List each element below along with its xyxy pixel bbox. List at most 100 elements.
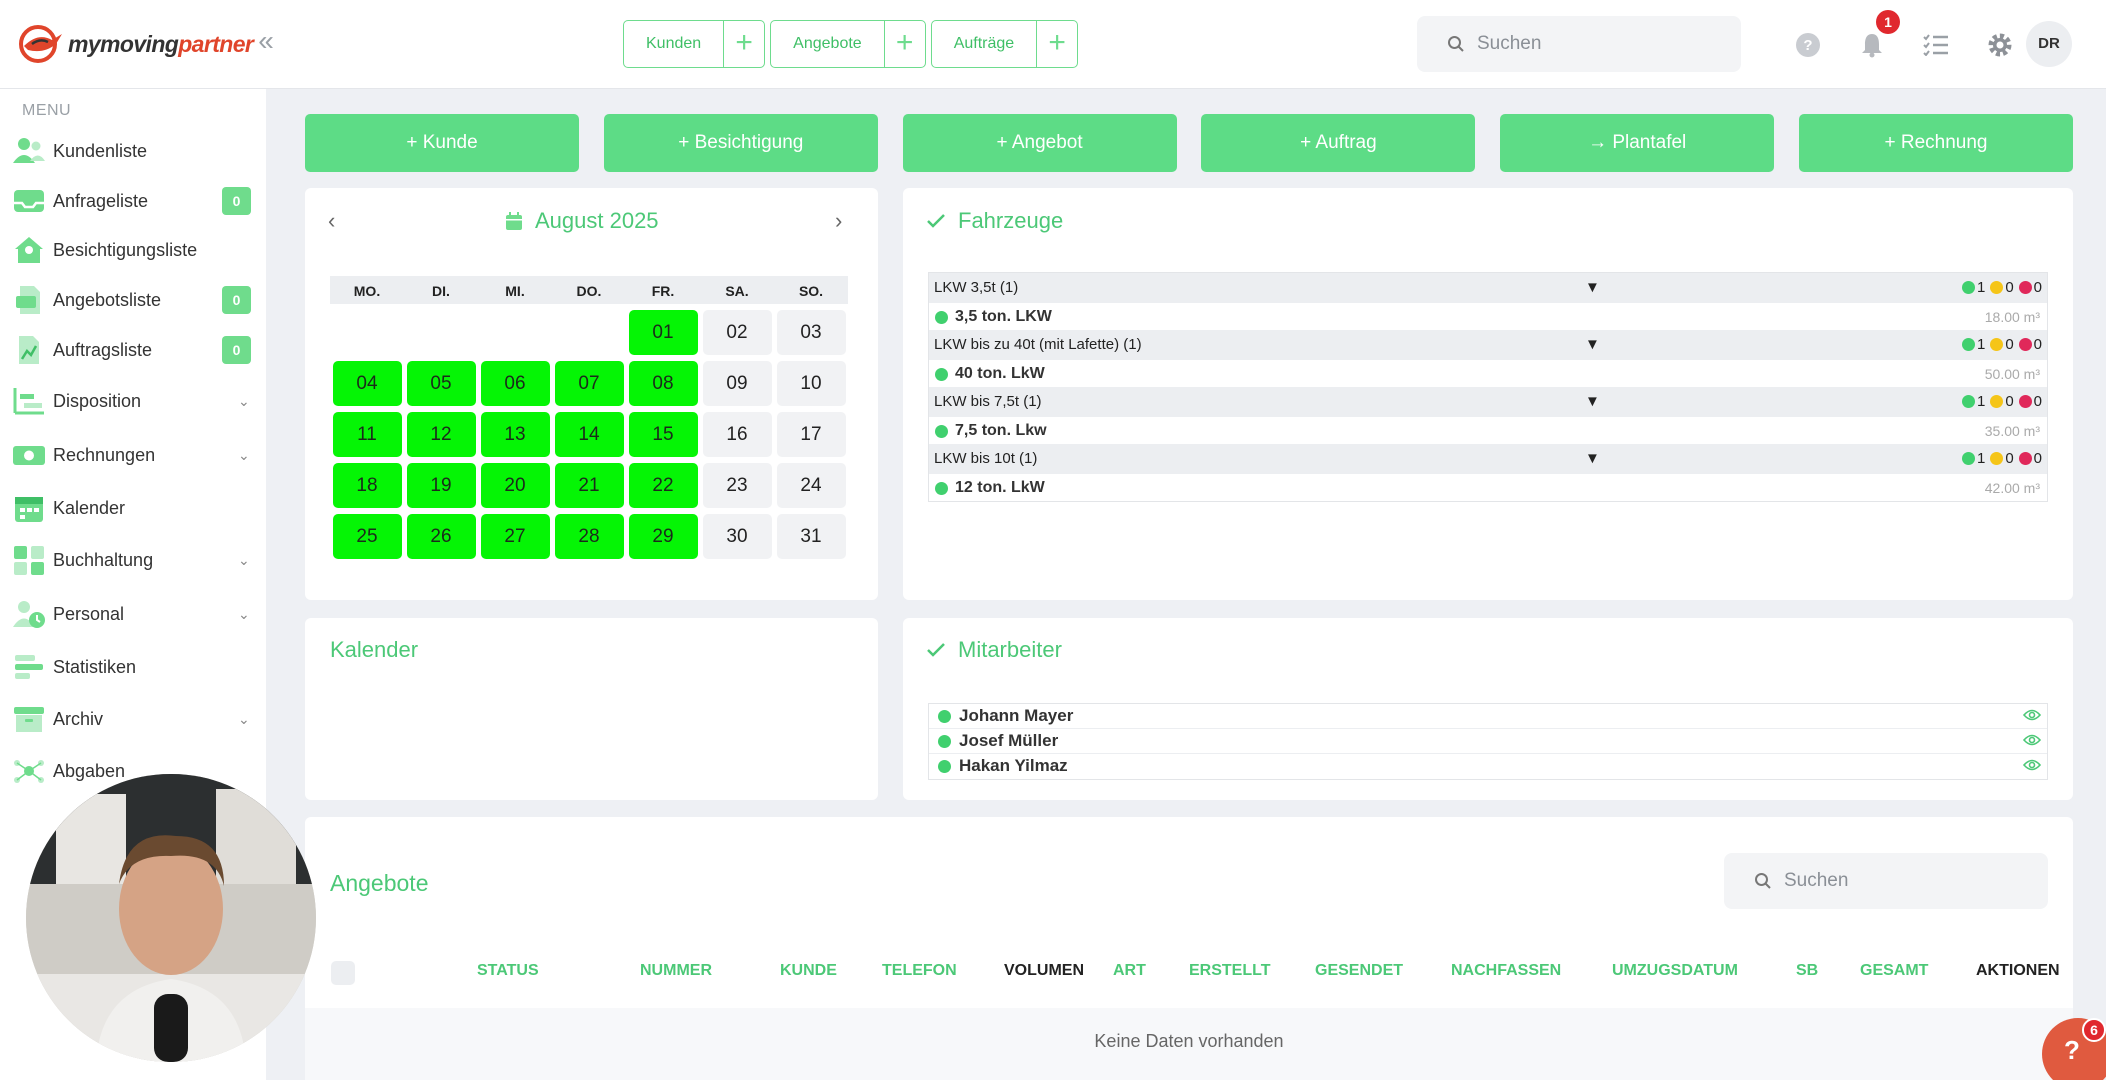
calendar-day[interactable]: 13	[480, 412, 550, 457]
employee-row[interactable]: Johann Mayer	[929, 704, 2047, 729]
column-nummer[interactable]: NUMMER	[640, 962, 712, 979]
sidebar-item-archiv[interactable]: Archiv ⌄	[0, 697, 266, 741]
calendar-day[interactable]: 08	[628, 361, 698, 406]
collapse-sidebar-icon[interactable]: «	[258, 25, 274, 56]
gear-icon[interactable]	[1968, 22, 2032, 68]
column-umzugsdatum[interactable]: UMZUGSDATUM	[1612, 962, 1738, 979]
sidebar-item-besichtigungsliste[interactable]: Besichtigungsliste	[0, 228, 266, 272]
employee-row[interactable]: Josef Müller	[929, 729, 2047, 754]
logo[interactable]: mymovingpartner	[18, 20, 254, 68]
column-aktionen: AKTIONEN	[1976, 962, 2060, 979]
global-search-input[interactable]: Suchen	[1417, 16, 1741, 72]
vehicle-row[interactable]: 12 ton. LkW 42.00 m³	[929, 473, 2047, 501]
avatar[interactable]: DR	[2026, 21, 2072, 67]
eye-icon[interactable]	[2023, 708, 2041, 722]
calendar-day[interactable]: 30	[702, 514, 772, 559]
calendar-day[interactable]: 04	[332, 361, 402, 406]
chevron-right-icon[interactable]: ›	[835, 208, 843, 233]
calendar-day[interactable]: 26	[406, 514, 476, 559]
calendar-day[interactable]: 15	[628, 412, 698, 457]
calendar-day[interactable]: 03	[776, 310, 846, 355]
calendar-day[interactable]: 24	[776, 463, 846, 508]
sidebar-item-angebotsliste[interactable]: Angebotsliste 0	[0, 278, 266, 322]
calendar-day[interactable]: 10	[776, 361, 846, 406]
quick-add-auftrag-icon[interactable]: +	[1048, 26, 1066, 59]
calendar-day[interactable]: 17	[776, 412, 846, 457]
column-erstellt[interactable]: ERSTELLT	[1189, 962, 1271, 979]
quick-add-kunde-icon[interactable]: +	[735, 26, 753, 59]
calendar-day[interactable]: 19	[406, 463, 476, 508]
select-all-checkbox[interactable]	[331, 961, 355, 985]
calendar-day[interactable]: 29	[628, 514, 698, 559]
triangle-down-icon[interactable]: ▼	[1585, 393, 1600, 410]
calendar-day[interactable]: 21	[554, 463, 624, 508]
help-icon[interactable]: ?	[1776, 22, 1840, 68]
calendar-day[interactable]: 27	[480, 514, 550, 559]
sidebar-item-kalender[interactable]: Kalender	[0, 486, 266, 530]
calendar-day[interactable]: 06	[480, 361, 550, 406]
vehicle-row[interactable]: 7,5 ton. Lkw 35.00 m³	[929, 416, 2047, 444]
calendar-day[interactable]: 16	[702, 412, 772, 457]
triangle-down-icon[interactable]: ▼	[1585, 279, 1600, 296]
add-kunde-button[interactable]: + Kunde	[305, 114, 579, 172]
column-status[interactable]: STATUS	[477, 962, 539, 979]
triangle-down-icon[interactable]: ▼	[1585, 336, 1600, 353]
calendar-day[interactable]: 09	[702, 361, 772, 406]
calendar-day[interactable]: 23	[702, 463, 772, 508]
add-angebot-button[interactable]: + Angebot	[902, 114, 1177, 172]
sidebar-item-rechnungen[interactable]: Rechnungen ⌄	[0, 433, 266, 477]
add-auftrag-button[interactable]: + Auftrag	[1201, 114, 1476, 172]
sidebar-item-statistiken[interactable]: Statistiken	[0, 645, 266, 689]
calendar-day[interactable]: 20	[480, 463, 550, 508]
column-nachfassen[interactable]: NACHFASSEN	[1451, 962, 1562, 979]
task-list-icon[interactable]	[1904, 22, 1968, 68]
vehicle-row[interactable]: 40 ton. LkW 50.00 m³	[929, 359, 2047, 387]
add-rechnung-button[interactable]: + Rechnung	[1798, 114, 2073, 172]
calendar-day[interactable]: 31	[776, 514, 846, 559]
sidebar-item-kundenliste[interactable]: Kundenliste	[0, 129, 266, 173]
employee-row[interactable]: Hakan Yilmaz	[929, 754, 2047, 779]
column-gesamt[interactable]: GESAMT	[1860, 962, 1929, 979]
sidebar-item-auftragsliste[interactable]: Auftragsliste 0	[0, 328, 266, 372]
quick-kunden-button[interactable]: Kunden	[624, 21, 725, 67]
column-telefon[interactable]: TELEFON	[882, 962, 957, 979]
bell-icon[interactable]: 1	[1840, 10, 1904, 68]
sidebar-item-personal[interactable]: Personal ⌄	[0, 592, 266, 636]
calendar-day[interactable]: 14	[554, 412, 624, 457]
vehicle-row[interactable]: 3,5 ton. LKW 18.00 m³	[929, 302, 2047, 330]
calendar-day[interactable]: 18	[332, 463, 402, 508]
vehicle-group-row[interactable]: LKW 3,5t (1) ▼ 1 0 0	[929, 273, 2047, 302]
help-chat-button[interactable]: ? 6	[2042, 1018, 2106, 1080]
calendar-day[interactable]: 22	[628, 463, 698, 508]
calendar-day[interactable]: 07	[554, 361, 624, 406]
vehicle-group-row[interactable]: LKW bis 10t (1) ▼ 1 0 0	[929, 444, 2047, 473]
vehicle-group-row[interactable]: LKW bis zu 40t (mit Lafette) (1) ▼ 1 0 0	[929, 330, 2047, 359]
quick-add-angebot-icon[interactable]: +	[895, 26, 914, 59]
column-kunde[interactable]: KUNDE	[780, 962, 837, 979]
column-gesendet[interactable]: GESENDET	[1315, 962, 1404, 979]
column-volumen[interactable]: VOLUMEN	[1004, 962, 1084, 979]
triangle-down-icon[interactable]: ▼	[1585, 450, 1600, 467]
calendar-day[interactable]: 28	[554, 514, 624, 559]
add-besichtigung-button[interactable]: + Besichtigung	[603, 114, 878, 172]
sidebar-item-disposition[interactable]: Disposition ⌄	[0, 379, 266, 423]
chevron-left-icon[interactable]: ‹	[328, 208, 336, 233]
calendar-day[interactable]: 02	[702, 310, 772, 355]
calendar-day[interactable]: 12	[406, 412, 476, 457]
sidebar-item-anfrageliste[interactable]: Anfrageliste 0	[0, 179, 266, 223]
vehicle-group-row[interactable]: LKW bis 7,5t (1) ▼ 1 0 0	[929, 387, 2047, 416]
calendar-day[interactable]: 01	[628, 310, 698, 355]
sidebar-item-abgaben[interactable]: Abgaben	[0, 749, 266, 793]
quick-angebote-button[interactable]: Angebote	[771, 21, 885, 67]
eye-icon[interactable]	[2023, 733, 2041, 747]
column-sb[interactable]: SB	[1796, 962, 1819, 979]
sidebar-item-buchhaltung[interactable]: Buchhaltung ⌄	[0, 538, 266, 582]
calendar-day[interactable]: 05	[406, 361, 476, 406]
column-art[interactable]: ART	[1113, 962, 1146, 979]
calendar-day[interactable]: 25	[332, 514, 402, 559]
eye-icon[interactable]	[2023, 758, 2041, 772]
angebote-search-input[interactable]: Suchen	[1724, 853, 2048, 909]
calendar-day[interactable]: 11	[332, 412, 402, 457]
quick-auftraege-button[interactable]: Aufträge	[932, 21, 1038, 67]
plantafel-button[interactable]: → Plantafel	[1500, 114, 1775, 172]
